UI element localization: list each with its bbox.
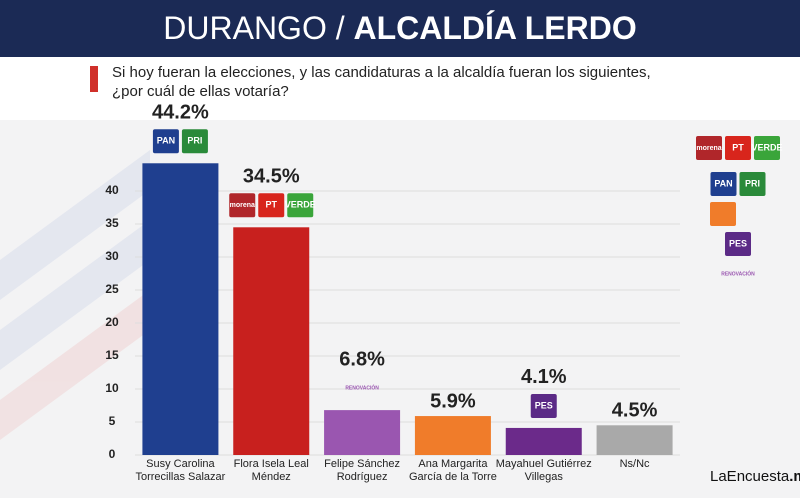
y-tick-label: 35	[105, 216, 119, 230]
bar	[233, 227, 310, 455]
value-label: 44.2%	[152, 102, 209, 124]
party-logo	[710, 202, 736, 226]
party-logo	[710, 172, 737, 196]
party-logo	[152, 129, 179, 154]
value-label: 34.5%	[243, 166, 300, 188]
party-logo	[739, 172, 766, 196]
party-logo-text: PT	[265, 200, 277, 210]
title-bold: ALCALDÍA LERDO	[353, 10, 637, 46]
y-tick-label: 15	[105, 348, 119, 362]
x-tick-label: Mayahuel Gutiérrez Villegas	[495, 458, 592, 483]
party-logo	[530, 393, 557, 418]
title-light: DURANGO /	[163, 10, 345, 46]
party-logo	[287, 193, 314, 218]
x-tick-label: Ana Margarita García de la Torre	[408, 458, 497, 483]
party-logo	[181, 129, 208, 154]
party-logo-text: PRI	[187, 136, 202, 146]
y-tick-label: 20	[105, 315, 119, 329]
bar	[414, 416, 491, 455]
party-logo	[754, 136, 780, 160]
value-label: 6.8%	[339, 348, 385, 370]
party-logo-text: PT	[732, 142, 744, 152]
y-tick-label: 0	[109, 447, 116, 461]
party-logo	[696, 136, 722, 160]
question: Si hoy fueran la elecciones, y las candi…	[112, 63, 651, 101]
brand-name: LaEncuesta	[710, 468, 790, 485]
accent-bar	[90, 66, 98, 92]
party-logo-text: RENOVACIÓN	[345, 383, 379, 391]
question-line: Si hoy fueran la elecciones, y las candi…	[112, 64, 651, 81]
party-logo	[725, 232, 751, 256]
bar	[596, 425, 673, 455]
x-tick-label: Susy Carolina Torrecillas Salazar	[135, 458, 226, 483]
party-logo-text: morena	[230, 202, 255, 209]
value-label: 5.9%	[430, 390, 476, 412]
decor-stripes	[0, 150, 150, 440]
party-logo	[229, 193, 256, 218]
party-logo-text: PAN	[714, 178, 732, 188]
x-tick-label: Felipe Sánchez Rodríguez	[324, 458, 400, 483]
party-logo-text: RENOVACIÓN	[721, 269, 755, 277]
brand-tld: .mx	[789, 468, 800, 485]
party-logo-text: PES	[535, 400, 553, 410]
value-label: 4.1%	[521, 366, 567, 388]
bar	[505, 427, 582, 455]
party-logo-text: PAN	[157, 136, 175, 146]
party-logo-text: VERDE	[285, 200, 316, 210]
y-tick-label: 5	[109, 414, 116, 428]
y-tick-label: 30	[105, 249, 119, 263]
bar	[324, 410, 401, 455]
party-logo-text: VERDE	[751, 142, 782, 152]
party-logo-text: PRI	[745, 178, 760, 188]
y-tick-label: 40	[105, 183, 119, 197]
y-tick-label: 25	[105, 282, 119, 296]
party-logo-text: morena	[696, 145, 721, 152]
bar	[142, 163, 219, 455]
question-line: ¿por cuál de ellas votaría?	[112, 83, 289, 100]
party-logo-text: PES	[729, 238, 747, 248]
y-tick-label: 10	[105, 381, 119, 395]
value-label: 4.5%	[612, 400, 658, 422]
x-tick-label: Ns/Nc	[619, 458, 650, 470]
x-tick-label: Flora Isela Leal Méndez	[233, 458, 309, 483]
brand: LaEncuesta.mx	[710, 468, 800, 485]
party-logo	[258, 193, 285, 218]
header: DURANGO / ALCALDÍA LERDO	[0, 0, 800, 57]
legend-logos: morena PT VERDE PAN PRI PES RENOVACIÓN	[696, 136, 783, 277]
party-logo	[725, 136, 751, 160]
